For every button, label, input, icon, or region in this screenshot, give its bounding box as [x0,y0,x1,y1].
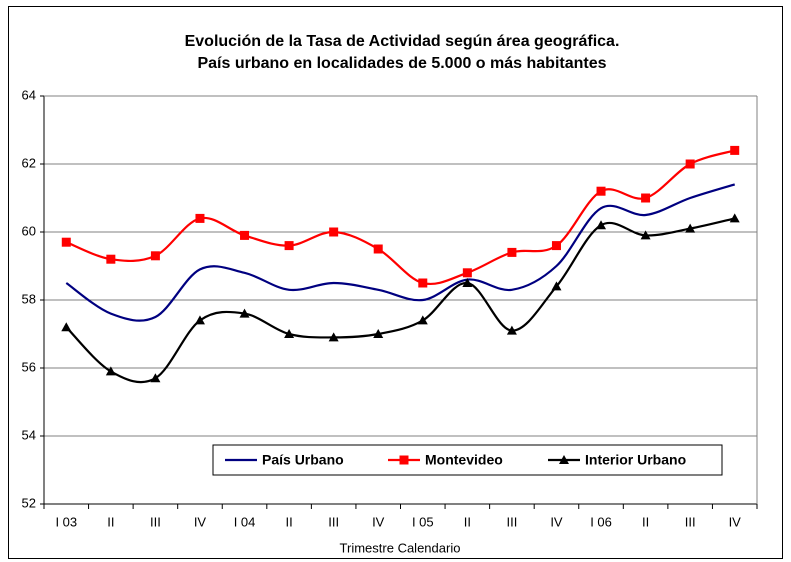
x-tick-label: II [107,514,114,529]
data-point [596,220,607,230]
y-tick-label: 64 [22,87,36,102]
x-tick-label: III [685,514,696,529]
legend-box [212,444,723,476]
data-point [685,223,696,233]
data-point [106,254,116,264]
data-point [551,281,562,291]
legend-marker [559,455,569,464]
data-point [507,247,517,257]
data-point [105,366,116,376]
y-tick-label: 54 [22,427,36,442]
y-tick-label: 52 [22,495,36,510]
x-tick-label: I 03 [55,514,77,529]
legend-marker [399,455,409,465]
data-point [150,251,160,261]
data-point [685,159,695,169]
data-point [195,213,205,223]
legend-label: País Urbano [262,452,344,468]
data-point [640,230,651,240]
x-tick-label: III [506,514,517,529]
y-tick-label: 58 [22,291,36,306]
y-tick-label: 60 [22,223,36,238]
data-point [506,325,517,335]
data-point [194,315,205,325]
x-tick-label: IV [372,514,385,529]
x-tick-label: III [150,514,161,529]
x-tick-label: I 04 [234,514,256,529]
x-tick-label: II [464,514,471,529]
x-tick-label: III [328,514,339,529]
chart-frame [8,6,783,559]
x-tick-label: I 06 [590,514,612,529]
chart-title: Evolución de la Tasa de Actividad según … [185,33,620,50]
data-point [373,329,384,338]
data-point [240,230,250,240]
x-tick-label: IV [194,514,207,529]
legend-label: Interior Urbano [585,452,686,468]
data-point [373,244,383,254]
data-point [61,237,71,247]
data-point [551,241,561,251]
data-point [284,241,294,251]
series-line [65,183,736,322]
x-tick-label: I 05 [412,514,434,529]
series-line [65,217,735,384]
data-point [150,373,161,383]
data-point [239,308,250,318]
series-line [65,149,736,286]
x-tick-label: IV [550,514,563,529]
y-tick-label: 56 [22,359,36,374]
data-point [417,315,428,325]
x-axis-label: Trimestre Calendario [340,540,461,555]
data-point [462,278,473,287]
data-point [641,193,651,203]
y-tick-label: 62 [22,155,36,170]
data-point [418,278,428,288]
data-point [329,227,339,237]
data-point [730,145,740,155]
data-point [61,322,72,332]
data-point [328,332,339,342]
data-point [284,329,295,338]
x-tick-label: II [285,514,292,529]
data-point [462,268,472,278]
x-tick-label: IV [729,514,742,529]
data-point [729,213,740,223]
data-point [596,186,606,196]
x-tick-label: II [642,514,649,529]
chart-title: País urbano en localidades de 5.000 o má… [197,55,606,72]
legend-label: Montevideo [425,452,503,468]
